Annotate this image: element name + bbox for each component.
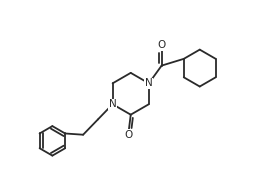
Text: N: N [145,78,153,88]
Text: O: O [125,130,133,140]
Text: N: N [109,99,117,109]
Text: O: O [157,40,166,50]
